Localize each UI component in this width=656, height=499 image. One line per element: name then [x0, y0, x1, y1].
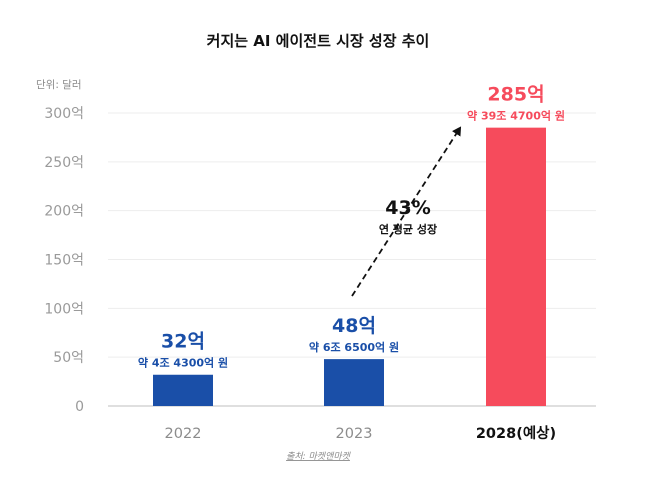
y-tick-label: 300억 — [44, 106, 84, 122]
x-axis: 2022 2023 2028(예상) — [165, 425, 557, 442]
bars — [153, 127, 546, 407]
y-tick-label: 200억 — [44, 204, 84, 220]
y-tick-label: 0 — [75, 399, 84, 415]
krw-label: 약 4조 4300억 원 — [138, 356, 228, 370]
growth-arrow — [351, 126, 462, 297]
krw-label: 약 39조 4700억 원 — [467, 109, 565, 123]
growth-label: 연 평균 성장 — [379, 222, 437, 236]
x-tick-label: 2028(예상) — [476, 425, 556, 442]
x-tick-label: 2023 — [336, 426, 373, 442]
value-label: 285억 — [487, 84, 544, 106]
value-label: 48억 — [332, 315, 376, 337]
source-note: 출처: 마켓앤마켓 — [286, 451, 352, 462]
value-label: 32억 — [161, 331, 205, 353]
unit-label: 단위: 달러 — [36, 78, 82, 91]
bar-1 — [324, 359, 384, 406]
x-tick-label: 2022 — [165, 426, 202, 442]
krw-label: 약 6조 6500억 원 — [309, 340, 399, 354]
grid — [108, 112, 596, 407]
y-tick-label: 50억 — [53, 350, 84, 366]
y-tick-label: 100억 — [44, 301, 84, 317]
y-axis: 0 50억 100억 150억 200억 250억 300억 — [44, 106, 84, 415]
y-tick-label: 150억 — [44, 253, 84, 269]
bar-2 — [486, 127, 546, 407]
bar-0 — [153, 374, 213, 406]
y-tick-label: 250억 — [44, 155, 84, 171]
chart-title: 커지는 AI 에이전트 시장 성장 추이 — [207, 32, 430, 50]
growth-rate: 43% — [385, 197, 430, 219]
